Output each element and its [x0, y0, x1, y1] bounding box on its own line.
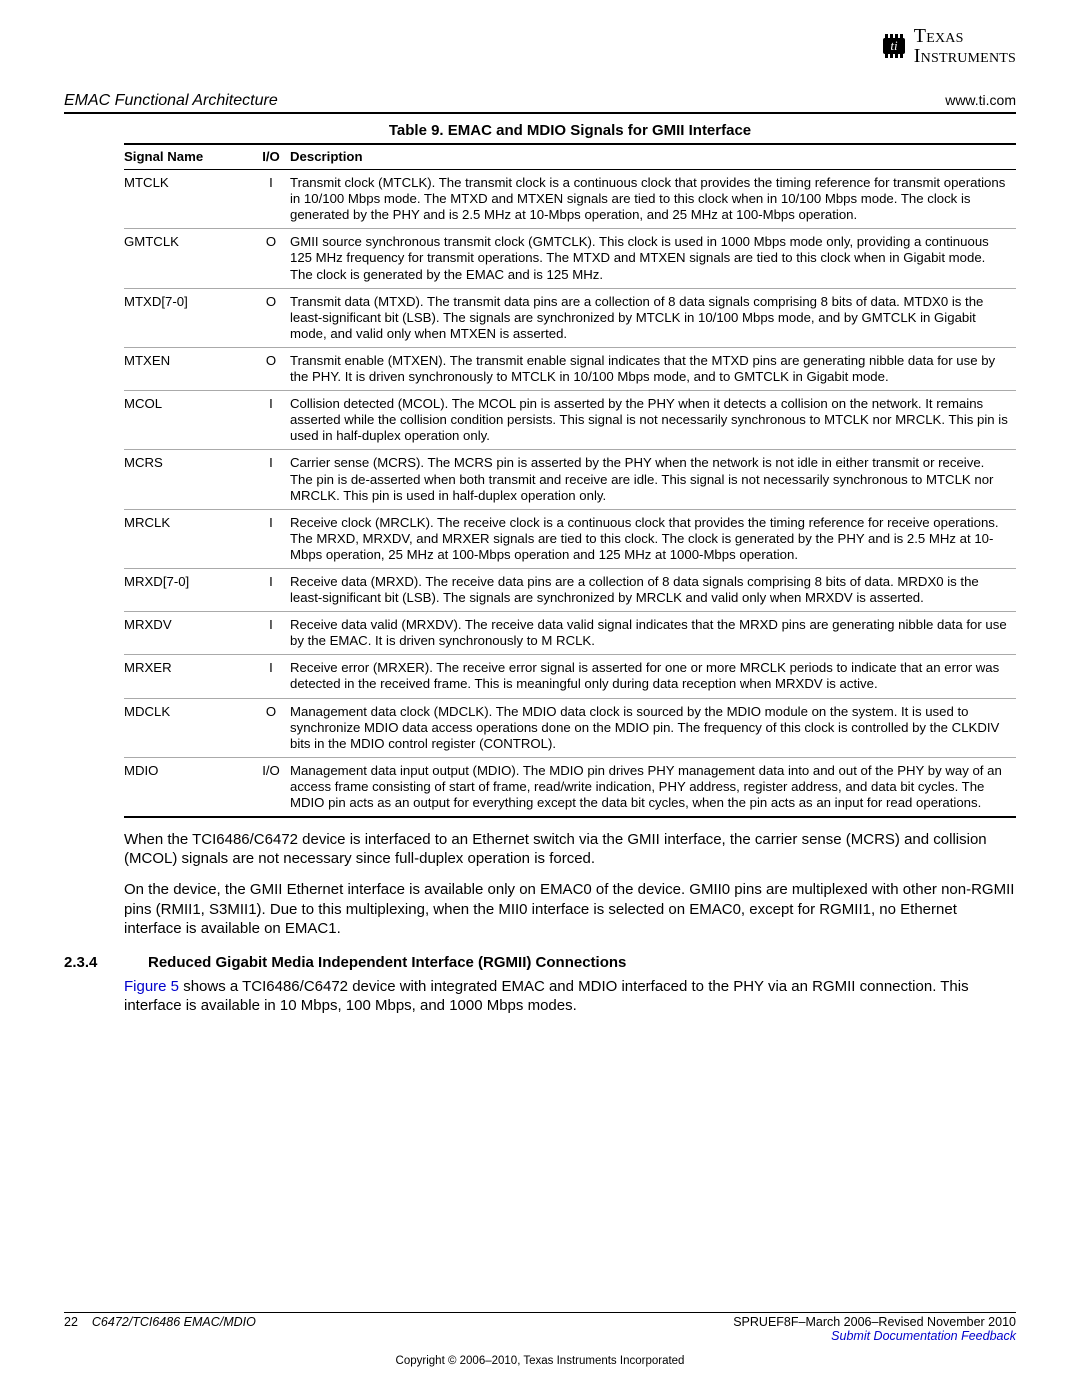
footer: 22 C6472/TCI6486 EMAC/MDIO SPRUEF8F–Marc… — [64, 1312, 1016, 1367]
description-cell: Management data input output (MDIO). The… — [290, 757, 1016, 817]
table-row: MDIOI/OManagement data input output (MDI… — [124, 757, 1016, 817]
copyright: Copyright © 2006–2010, Texas Instruments… — [64, 1355, 1016, 1367]
logo-line1: Texas — [914, 26, 1016, 46]
table-row: MRCLKIReceive clock (MRCLK). The receive… — [124, 509, 1016, 568]
signal-name-cell: MTXEN — [124, 347, 252, 390]
section-p-rest: shows a TCI6486/C6472 device with integr… — [124, 978, 969, 1014]
signal-name-cell: MTXD[7-0] — [124, 288, 252, 347]
table-row: MCOLICollision detected (MCOL). The MCOL… — [124, 391, 1016, 450]
logo-line2: Instruments — [914, 46, 1016, 66]
io-cell: O — [252, 347, 290, 390]
signal-name-cell: MDIO — [124, 757, 252, 817]
io-cell: I — [252, 450, 290, 509]
description-cell: Transmit data (MTXD). The transmit data … — [290, 288, 1016, 347]
col-io: I/O — [252, 144, 290, 170]
io-cell: I — [252, 612, 290, 655]
table-row: MDCLKOManagement data clock (MDCLK). The… — [124, 698, 1016, 757]
col-signal-name: Signal Name — [124, 144, 252, 170]
description-cell: GMII source synchronous transmit clock (… — [290, 229, 1016, 288]
footer-line: 22 C6472/TCI6486 EMAC/MDIO SPRUEF8F–Marc… — [64, 1312, 1016, 1343]
col-description: Description — [290, 144, 1016, 170]
table-row: MRXD[7-0]IReceive data (MRXD). The recei… — [124, 568, 1016, 611]
io-cell: I — [252, 509, 290, 568]
table-row: MTXD[7-0]OTransmit data (MTXD). The tran… — [124, 288, 1016, 347]
signal-name-cell: MTCLK — [124, 170, 252, 229]
description-cell: Receive data (MRXD). The receive data pi… — [290, 568, 1016, 611]
signal-name-cell: MCOL — [124, 391, 252, 450]
section-body: Figure 5 shows a TCI6486/C6472 device wi… — [124, 977, 1016, 1015]
table-title: Table 9. EMAC and MDIO Signals for GMII … — [124, 120, 1016, 143]
feedback-link[interactable]: Submit Documentation Feedback — [733, 1329, 1016, 1343]
figure-link[interactable]: Figure 5 — [124, 978, 179, 995]
section-heading: 2.3.4 Reduced Gigabit Media Independent … — [64, 954, 1016, 971]
io-cell: I — [252, 391, 290, 450]
signal-name-cell: MRCLK — [124, 509, 252, 568]
table-row: MTCLKITransmit clock (MTCLK). The transm… — [124, 170, 1016, 229]
section-title-text: Reduced Gigabit Media Independent Interf… — [148, 954, 626, 971]
description-cell: Carrier sense (MCRS). The MCRS pin is as… — [290, 450, 1016, 509]
header-url: www.ti.com — [945, 92, 1016, 110]
io-cell: O — [252, 698, 290, 757]
io-cell: I — [252, 655, 290, 698]
body-p1: When the TCI6486/C6472 device is interfa… — [124, 830, 1016, 868]
signal-name-cell: GMTCLK — [124, 229, 252, 288]
description-cell: Receive data valid (MRXDV). The receive … — [290, 612, 1016, 655]
table-row: MRXERIReceive error (MRXER). The receive… — [124, 655, 1016, 698]
signals-table: Signal Name I/O Description MTCLKITransm… — [124, 143, 1016, 818]
svg-text:ti: ti — [890, 38, 898, 53]
section-title: EMAC Functional Architecture — [64, 92, 278, 110]
page: ti Texas Instruments EMAC Functional Arc… — [0, 0, 1080, 1397]
doc-rev: SPRUEF8F–March 2006–Revised November 201… — [733, 1315, 1016, 1329]
page-number: 22 — [64, 1315, 78, 1343]
body-p2: On the device, the GMII Ethernet interfa… — [124, 880, 1016, 938]
ti-chip-icon: ti — [880, 32, 908, 60]
io-cell: I/O — [252, 757, 290, 817]
section-p: Figure 5 shows a TCI6486/C6472 device wi… — [124, 977, 1016, 1015]
section-number: 2.3.4 — [64, 954, 124, 971]
description-cell: Receive clock (MRCLK). The receive clock… — [290, 509, 1016, 568]
io-cell: O — [252, 288, 290, 347]
table-row: GMTCLKOGMII source synchronous transmit … — [124, 229, 1016, 288]
ti-logo: ti Texas Instruments — [880, 26, 1016, 66]
signals-table-wrap: Table 9. EMAC and MDIO Signals for GMII … — [64, 120, 1016, 818]
description-cell: Management data clock (MDCLK). The MDIO … — [290, 698, 1016, 757]
signal-name-cell: MCRS — [124, 450, 252, 509]
description-cell: Transmit enable (MTXEN). The transmit en… — [290, 347, 1016, 390]
doc-title: C6472/TCI6486 EMAC/MDIO — [92, 1315, 256, 1343]
io-cell: O — [252, 229, 290, 288]
ti-logo-text: Texas Instruments — [914, 26, 1016, 66]
table-row: MCRSICarrier sense (MCRS). The MCRS pin … — [124, 450, 1016, 509]
description-cell: Transmit clock (MTCLK). The transmit clo… — [290, 170, 1016, 229]
signal-name-cell: MRXD[7-0] — [124, 568, 252, 611]
header-bar: EMAC Functional Architecture www.ti.com — [64, 28, 1016, 114]
signal-name-cell: MRXER — [124, 655, 252, 698]
signal-name-cell: MRXDV — [124, 612, 252, 655]
io-cell: I — [252, 568, 290, 611]
io-cell: I — [252, 170, 290, 229]
table-row: MRXDVIReceive data valid (MRXDV). The re… — [124, 612, 1016, 655]
table-header: Signal Name I/O Description — [124, 144, 1016, 170]
table-row: MTXENOTransmit enable (MTXEN). The trans… — [124, 347, 1016, 390]
body-text: When the TCI6486/C6472 device is interfa… — [124, 830, 1016, 938]
description-cell: Collision detected (MCOL). The MCOL pin … — [290, 391, 1016, 450]
description-cell: Receive error (MRXER). The receive error… — [290, 655, 1016, 698]
signal-name-cell: MDCLK — [124, 698, 252, 757]
